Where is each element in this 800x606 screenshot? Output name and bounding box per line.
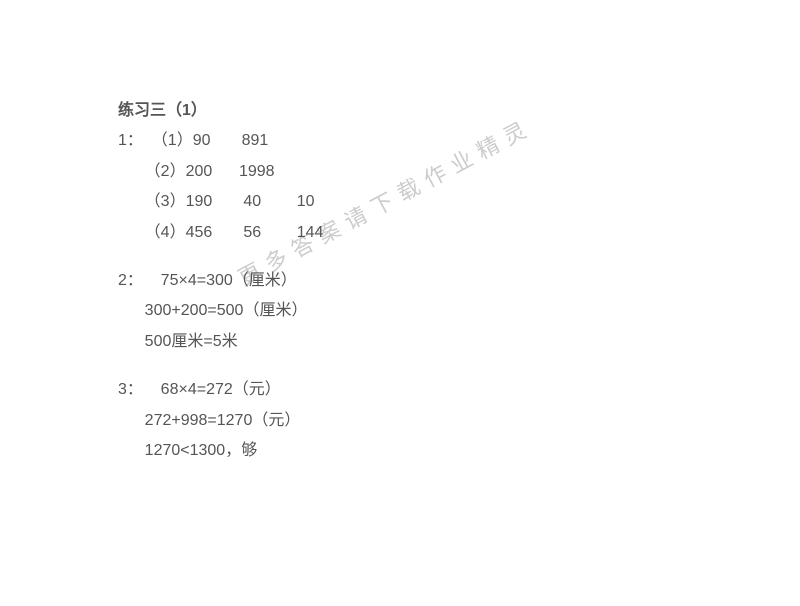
problem-2-row-3: 500厘米=5米 <box>118 327 323 357</box>
problem-1-row-2: （2）200 1998 <box>118 157 323 187</box>
problem-3-row-1: 3： 68×4=272（元） <box>118 375 323 405</box>
problem-1-row-3: （3）190 40 10 <box>118 187 323 217</box>
exercise-title: 练习三（1） <box>118 96 323 126</box>
problem-1-row-4: （4）456 56 144 <box>118 218 323 248</box>
problem-2-row-1: 2： 75×4=300（厘米） <box>118 266 323 296</box>
problem-2-row-2: 300+200=500（厘米） <box>118 296 323 326</box>
document-body: 练习三（1） 1： （1）90 891 （2）200 1998 （3）190 4… <box>118 96 323 466</box>
problem-1-row-1: 1： （1）90 891 <box>118 126 323 156</box>
problem-3-row-3: 1270<1300，够 <box>118 436 323 466</box>
problem-3-row-2: 272+998=1270（元） <box>118 406 323 436</box>
section-gap <box>118 357 323 375</box>
section-gap <box>118 248 323 266</box>
